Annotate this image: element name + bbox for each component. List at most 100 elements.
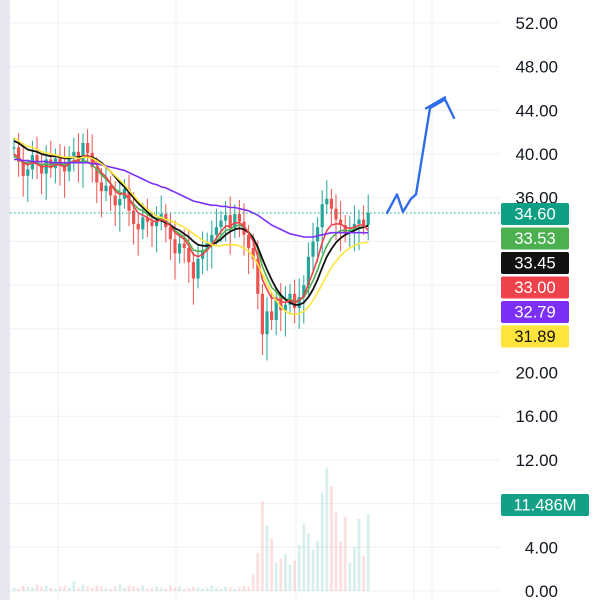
volume-bar — [90, 587, 94, 591]
volume-bar — [173, 587, 177, 591]
volume-bar — [109, 588, 112, 591]
volume-bar — [35, 584, 39, 591]
volume-bar — [72, 581, 76, 591]
price-badges: 34.60 33.53 33.45 33.00 32.79 31.89 11.486M — [501, 203, 589, 516]
price-badge — [501, 203, 569, 225]
volume-bar — [256, 552, 260, 591]
candle-body — [311, 241, 315, 257]
volume-bar — [49, 587, 53, 591]
volume-bar — [136, 587, 140, 591]
candle-body — [297, 297, 301, 309]
candle-body — [90, 152, 94, 168]
price-tick-label: 40.00 — [515, 145, 558, 164]
ma-yellow-line — [13, 136, 369, 316]
candle-body — [35, 155, 39, 164]
volume-bar — [54, 588, 57, 591]
volume-bar — [261, 501, 264, 591]
candle-body — [21, 161, 25, 176]
ma-purple-line — [14, 158, 369, 238]
volume-bar — [348, 562, 352, 591]
candle-body — [256, 258, 260, 294]
volume-bar — [366, 514, 370, 591]
volume-bar — [339, 541, 342, 591]
volume-bar — [210, 585, 214, 591]
volume-bar — [242, 585, 246, 591]
price-tick-label: 4.00 — [525, 538, 558, 557]
candle-body — [251, 247, 255, 259]
volume-bars — [12, 467, 370, 591]
volume-bar — [31, 587, 34, 591]
volume-bar — [100, 586, 103, 591]
volume-bar — [357, 518, 361, 591]
volume-bar — [343, 516, 347, 591]
volume-bar — [63, 585, 66, 591]
candle-body — [141, 217, 145, 230]
volume-bar — [233, 588, 237, 591]
price-badge-label: 31.89 — [514, 328, 555, 346]
candle-body — [260, 293, 264, 335]
candle-body — [366, 212, 370, 226]
volume-bar — [215, 587, 218, 591]
candle-body — [173, 239, 177, 254]
volume-bar — [77, 587, 80, 591]
candle-body — [86, 143, 90, 153]
candle-body — [63, 164, 67, 172]
volume-bar — [86, 586, 89, 591]
candle-body — [247, 234, 251, 248]
volume-bar — [219, 588, 223, 591]
price-badge — [501, 252, 569, 274]
candle-body — [306, 256, 310, 286]
volume-bar — [40, 586, 43, 591]
candle-body — [362, 219, 366, 226]
candle-body — [150, 221, 154, 227]
price-tick-label: 12.00 — [515, 451, 558, 470]
price-badge-label: 33.53 — [514, 230, 555, 248]
volume-bar — [81, 584, 85, 591]
candle-body — [348, 230, 352, 233]
candle-body — [182, 243, 186, 248]
volume-bar — [307, 533, 310, 591]
candle-body — [357, 219, 361, 224]
candle-body — [145, 217, 149, 222]
projection-arrow — [385, 98, 456, 215]
volume-bar — [159, 587, 163, 591]
price-badge — [501, 301, 569, 323]
volume-bar — [150, 587, 154, 591]
volume-bar — [104, 587, 108, 591]
candle-body — [40, 163, 44, 174]
volume-bar — [330, 486, 333, 591]
volume-bar — [127, 585, 131, 591]
candle-body — [95, 167, 99, 183]
candle-body — [118, 198, 122, 206]
volume-bar — [320, 492, 324, 591]
candle-body — [320, 204, 324, 228]
volume-bar — [67, 587, 71, 591]
projection-arrow-head — [424, 96, 447, 110]
candle-body — [81, 143, 85, 162]
candle-body — [302, 285, 306, 298]
volume-bar — [284, 553, 287, 591]
price-tick-label: 20.00 — [515, 364, 558, 383]
volume-bar — [26, 586, 30, 591]
volume-bar — [279, 558, 283, 591]
volume-bar — [251, 574, 255, 591]
volume-bar — [316, 540, 319, 591]
overlays — [10, 96, 500, 215]
volume-bar — [353, 547, 356, 591]
price-badge-label: 34.60 — [514, 206, 555, 224]
candle-body — [109, 185, 113, 196]
volume-badge — [501, 494, 589, 516]
candle-body — [58, 158, 62, 165]
volume-bar — [164, 588, 168, 591]
volume-bar — [178, 586, 181, 591]
volume-bar — [293, 560, 296, 591]
candle-body — [228, 215, 232, 229]
left-scroll-strip — [0, 0, 10, 600]
price-badge-label: 32.79 — [514, 304, 555, 322]
volume-bar — [21, 585, 25, 591]
volume-bar — [334, 512, 338, 591]
volume-bar — [44, 585, 48, 591]
volume-bar — [196, 587, 200, 591]
